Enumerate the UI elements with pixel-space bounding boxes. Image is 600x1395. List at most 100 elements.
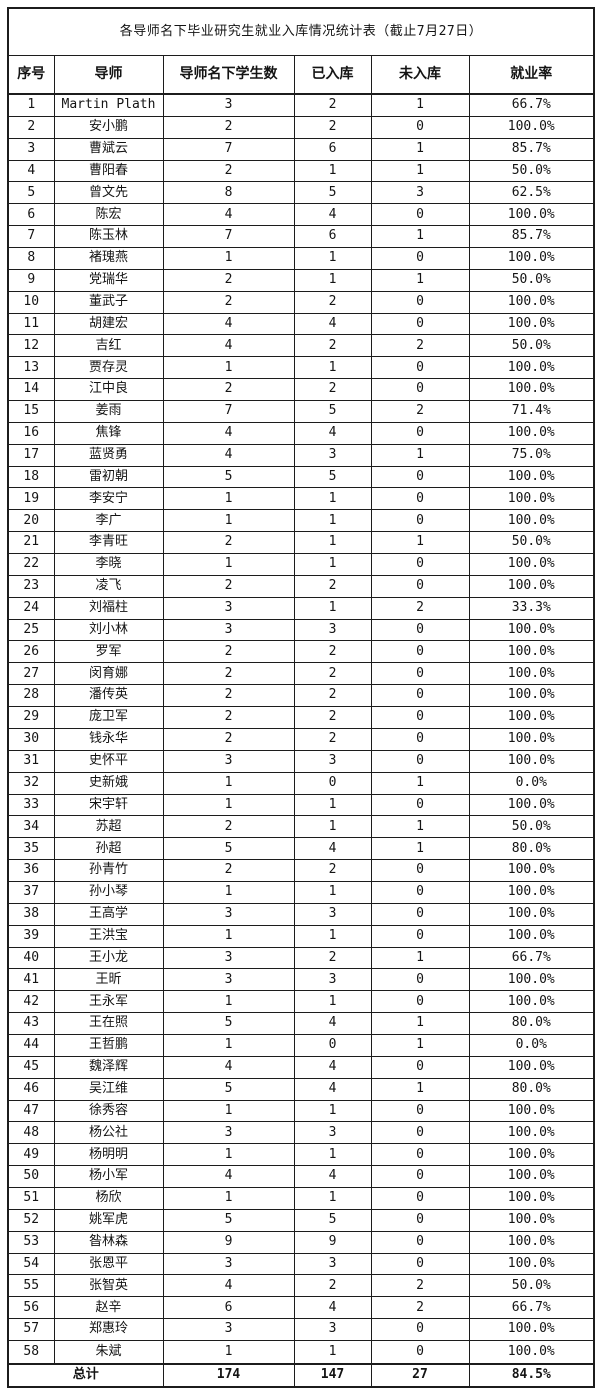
cell-entered: 1 — [293, 247, 372, 270]
cell-advisor: 刘福柱 — [53, 596, 164, 620]
cell-students: 3 — [162, 1121, 295, 1145]
cell-no: 9 — [7, 268, 55, 292]
table-row: 40 王小龙 3 2 1 66.7% — [7, 946, 595, 970]
cell-entered: 2 — [293, 378, 372, 402]
cell-entered: 5 — [293, 400, 372, 423]
cell-students: 4 — [162, 1274, 295, 1298]
cell-no: 21 — [7, 531, 55, 555]
cell-no: 7 — [7, 225, 55, 249]
cell-not-entered: 0 — [370, 859, 470, 882]
cell-no: 40 — [7, 946, 55, 970]
cell-no: 22 — [7, 553, 55, 576]
cell-advisor: 苏超 — [53, 815, 164, 839]
cell-not-entered: 2 — [370, 1274, 470, 1298]
cell-not-entered: 0 — [370, 509, 470, 533]
cell-rate: 100.0% — [468, 727, 595, 751]
cell-not-entered: 0 — [370, 880, 470, 904]
cell-entered: 1 — [293, 159, 372, 183]
cell-rate: 100.0% — [468, 859, 595, 882]
cell-students: 3 — [162, 596, 295, 620]
cell-rate: 100.0% — [468, 902, 595, 926]
column-header-students: 导师名下学生数 — [162, 55, 295, 95]
cell-students: 1 — [162, 1143, 295, 1167]
table-row: 15 姜雨 7 5 2 71.4% — [7, 400, 595, 423]
cell-students: 1 — [162, 771, 295, 795]
cell-entered: 2 — [293, 574, 372, 598]
cell-not-entered: 0 — [370, 727, 470, 751]
cell-advisor: 史新娥 — [53, 771, 164, 795]
table-row: 6 陈宏 4 4 0 100.0% — [7, 203, 595, 227]
cell-not-entered: 0 — [370, 312, 470, 336]
cell-rate: 33.3% — [468, 596, 595, 620]
cell-rate: 80.0% — [468, 837, 595, 861]
cell-entered: 1 — [293, 356, 372, 380]
cell-not-entered: 0 — [370, 1055, 470, 1079]
table-row: 36 孙青竹 2 2 0 100.0% — [7, 859, 595, 882]
column-header-no: 序号 — [7, 55, 55, 95]
cell-rate: 100.0% — [468, 1318, 595, 1341]
cell-entered: 4 — [293, 1296, 372, 1320]
cell-entered: 2 — [293, 727, 372, 751]
cell-not-entered: 0 — [370, 574, 470, 598]
table-row: 10 董武子 2 2 0 100.0% — [7, 290, 595, 314]
cell-not-entered: 2 — [370, 1296, 470, 1320]
cell-advisor: 孙超 — [53, 837, 164, 861]
cell-entered: 2 — [293, 115, 372, 139]
cell-rate: 100.0% — [468, 574, 595, 598]
cell-students: 1 — [162, 1033, 295, 1057]
cell-not-entered: 1 — [370, 1033, 470, 1057]
cell-advisor: 闵育娜 — [53, 662, 164, 686]
table-row: 37 孙小琴 1 1 0 100.0% — [7, 880, 595, 904]
cell-not-entered: 0 — [370, 1339, 470, 1365]
cell-not-entered: 3 — [370, 181, 470, 205]
cell-entered: 4 — [293, 1165, 372, 1188]
cell-rate: 50.0% — [468, 815, 595, 839]
cell-not-entered: 0 — [370, 1186, 470, 1210]
cell-no: 17 — [7, 443, 55, 467]
cell-advisor: 王昕 — [53, 968, 164, 992]
column-header-not-entered: 未入库 — [370, 55, 470, 95]
cell-no: 37 — [7, 880, 55, 904]
table-row: 43 王在照 5 4 1 80.0% — [7, 1012, 595, 1035]
cell-advisor: 刘小林 — [53, 618, 164, 642]
cell-students: 1 — [162, 1339, 295, 1365]
cell-not-entered: 1 — [370, 225, 470, 249]
cell-advisor: 陈宏 — [53, 203, 164, 227]
cell-entered: 9 — [293, 1230, 372, 1254]
cell-students: 4 — [162, 1055, 295, 1079]
cell-advisor: 吉红 — [53, 334, 164, 358]
cell-advisor: 王永军 — [53, 990, 164, 1014]
cell-students: 2 — [162, 727, 295, 751]
cell-entered: 4 — [293, 203, 372, 227]
cell-rate: 62.5% — [468, 181, 595, 205]
table-row: 41 王昕 3 3 0 100.0% — [7, 968, 595, 992]
cell-not-entered: 0 — [370, 465, 470, 489]
table-row: 29 庞卫军 2 2 0 100.0% — [7, 706, 595, 729]
cell-students: 1 — [162, 880, 295, 904]
cell-rate: 100.0% — [468, 1339, 595, 1365]
cell-no: 55 — [7, 1274, 55, 1298]
cell-advisor: 杨欣 — [53, 1186, 164, 1210]
cell-not-entered: 0 — [370, 749, 470, 773]
cell-rate: 100.0% — [468, 553, 595, 576]
table-row: 44 王哲鹏 1 0 1 0.0% — [7, 1033, 595, 1057]
cell-entered: 4 — [293, 1055, 372, 1079]
cell-no: 8 — [7, 247, 55, 270]
cell-students: 9 — [162, 1230, 295, 1254]
cell-advisor: 安小鹏 — [53, 115, 164, 139]
cell-not-entered: 0 — [370, 640, 470, 664]
cell-not-entered: 0 — [370, 290, 470, 314]
header-row: 序号 导师 导师名下学生数 已入库 未入库 就业率 — [7, 55, 595, 95]
cell-not-entered: 0 — [370, 553, 470, 576]
cell-rate: 66.7% — [468, 93, 595, 117]
cell-entered: 1 — [293, 1143, 372, 1167]
cell-not-entered: 0 — [370, 706, 470, 729]
cell-rate: 100.0% — [468, 640, 595, 664]
cell-no: 11 — [7, 312, 55, 336]
cell-rate: 50.0% — [468, 159, 595, 183]
title-row: 各导师名下毕业研究生就业入库情况统计表（截止7月27日） — [7, 7, 595, 57]
cell-entered: 2 — [293, 706, 372, 729]
cell-not-entered: 0 — [370, 924, 470, 948]
cell-entered: 1 — [293, 596, 372, 620]
cell-not-entered: 1 — [370, 837, 470, 861]
